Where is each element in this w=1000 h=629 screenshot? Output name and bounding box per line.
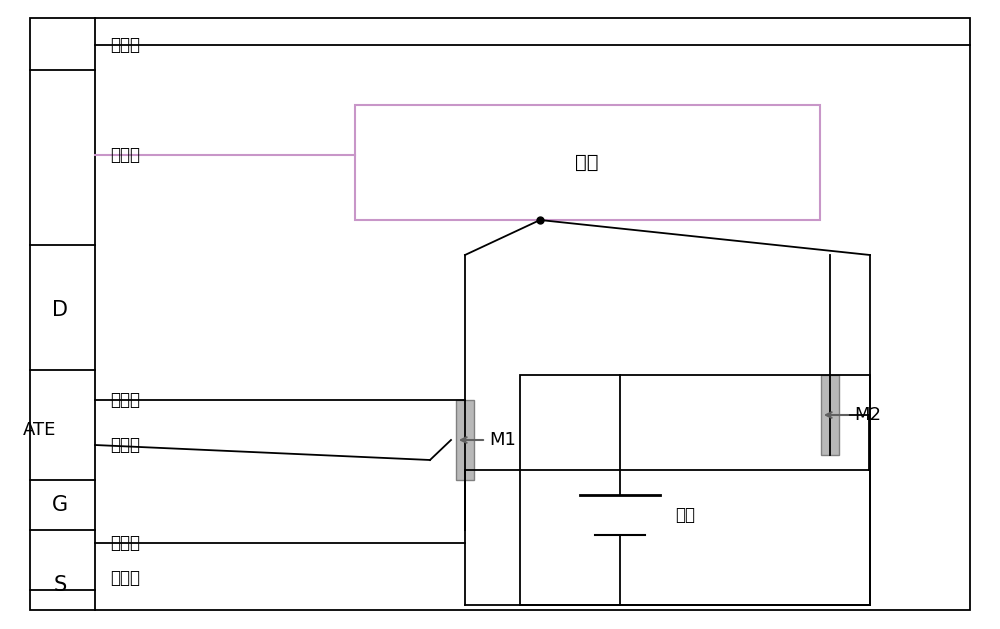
Text: 激励线: 激励线 — [110, 436, 140, 454]
Bar — [520, 375, 870, 605]
Text: 吸盘: 吸盘 — [575, 152, 599, 172]
Text: 检测线: 检测线 — [110, 36, 140, 54]
Text: M2: M2 — [854, 406, 881, 424]
Text: 电源: 电源 — [675, 506, 695, 524]
Text: 检测线: 检测线 — [110, 391, 140, 409]
Text: S: S — [53, 575, 67, 595]
Bar — [456, 400, 474, 480]
Text: ATE: ATE — [23, 421, 57, 439]
Text: 检测线: 检测线 — [110, 534, 140, 552]
Bar — [821, 375, 839, 455]
Text: M1: M1 — [489, 431, 516, 449]
Text: G: G — [52, 495, 68, 515]
Text: 激励线: 激励线 — [110, 569, 140, 587]
Text: 激励线: 激励线 — [110, 146, 140, 164]
Text: D: D — [52, 300, 68, 320]
Bar — [355, 105, 820, 220]
